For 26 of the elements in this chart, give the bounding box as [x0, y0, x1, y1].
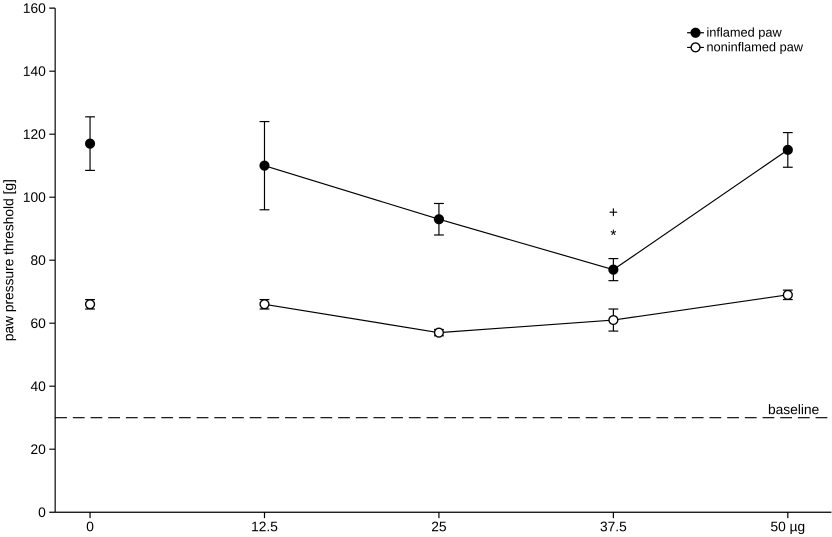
y-tick-label: 0	[38, 507, 46, 517]
y-tick-label: 60	[31, 318, 46, 328]
x-tick-label: 37.5	[600, 521, 626, 532]
point	[782, 144, 793, 155]
legend-label: inflamed paw	[707, 27, 782, 40]
x-tick-label: 50 µg	[771, 521, 804, 534]
y-axis-title: paw pressure threshold [g]	[3, 180, 16, 340]
x-tick-label: 25	[432, 521, 446, 532]
y-tick-label: 120	[24, 129, 46, 139]
legend-label: noninflamed paw	[707, 42, 804, 54]
y-tick-label: 80	[31, 255, 46, 265]
point	[608, 264, 618, 275]
ref-line-label: baseline	[768, 404, 819, 414]
point	[608, 314, 618, 325]
y-tick-label: 100	[24, 192, 46, 202]
y-tick-label: 160	[24, 3, 46, 13]
x-tick-label: 0	[86, 521, 94, 532]
y-tick-label: 40	[30, 381, 46, 391]
point	[84, 138, 96, 149]
point	[259, 160, 270, 171]
y-tick-label: 140	[24, 66, 46, 76]
y-tick-label: 20	[31, 444, 46, 454]
annotation: *	[610, 229, 616, 235]
x-tick-label: 12.5	[252, 521, 278, 532]
annotation: +	[610, 208, 618, 216]
point	[434, 214, 444, 224]
